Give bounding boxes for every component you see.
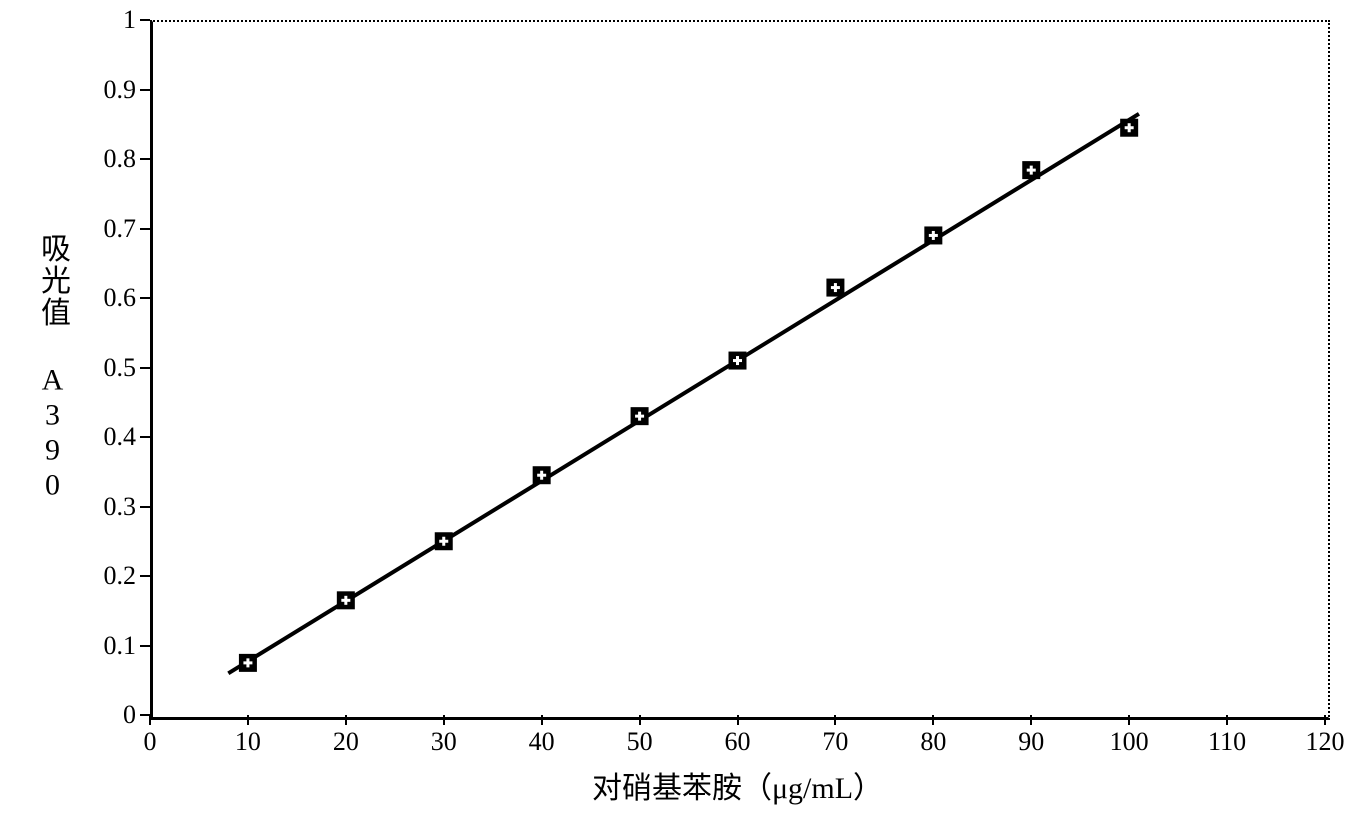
plot-svg	[0, 0, 1365, 840]
data-marker	[1022, 161, 1040, 179]
x-tick-label: 70	[822, 727, 848, 757]
data-marker	[1120, 119, 1138, 137]
y-tick	[140, 506, 150, 508]
data-marker	[337, 591, 355, 609]
y-tick-label: 0.6	[104, 283, 137, 313]
x-tick	[639, 715, 641, 725]
x-tick	[932, 715, 934, 725]
y-tick	[140, 89, 150, 91]
y-tick-label: 0.3	[104, 492, 137, 522]
y-tick	[140, 436, 150, 438]
x-tick-label: 60	[725, 727, 751, 757]
x-tick	[541, 715, 543, 725]
y-tick-label: 0.1	[104, 631, 137, 661]
x-tick	[1226, 715, 1228, 725]
y-tick	[140, 158, 150, 160]
y-tick	[140, 645, 150, 647]
data-marker	[435, 532, 453, 550]
y-tick-label: 0.4	[104, 422, 137, 452]
data-marker	[826, 279, 844, 297]
y-tick	[140, 367, 150, 369]
x-tick	[1324, 715, 1326, 725]
x-tick-label: 20	[333, 727, 359, 757]
data-marker	[239, 654, 257, 672]
x-tick-label: 40	[529, 727, 555, 757]
y-tick-label: 0.9	[104, 75, 137, 105]
x-tick-label: 110	[1208, 727, 1246, 757]
y-axis-label: 吸光值 A390	[30, 232, 74, 503]
data-marker	[533, 466, 551, 484]
x-tick-label: 50	[627, 727, 653, 757]
x-tick-label: 80	[920, 727, 946, 757]
x-axis-label: 对硝基苯胺（μg/mL）	[592, 763, 883, 807]
x-tick-label: 120	[1306, 727, 1345, 757]
chart-container: 吸光值 A390 对硝基苯胺（μg/mL） 010203040506070809…	[0, 0, 1365, 840]
y-tick-label: 0.8	[104, 144, 137, 174]
data-marker	[729, 352, 747, 370]
x-tick	[149, 715, 151, 725]
y-tick-label: 0.2	[104, 561, 137, 591]
x-tick	[737, 715, 739, 725]
x-tick	[1128, 715, 1130, 725]
x-tick	[834, 715, 836, 725]
data-marker	[924, 226, 942, 244]
x-tick-label: 0	[144, 727, 157, 757]
y-tick	[140, 714, 150, 716]
y-tick	[140, 297, 150, 299]
y-tick	[140, 19, 150, 21]
x-tick	[345, 715, 347, 725]
x-tick-label: 90	[1018, 727, 1044, 757]
y-tick-label: 0.7	[104, 214, 137, 244]
y-tick	[140, 228, 150, 230]
x-tick-label: 30	[431, 727, 457, 757]
regression-line	[228, 114, 1139, 673]
y-tick-label: 0.5	[104, 353, 137, 383]
y-tick	[140, 575, 150, 577]
x-tick-label: 100	[1110, 727, 1149, 757]
x-tick	[443, 715, 445, 725]
x-tick	[247, 715, 249, 725]
y-tick-label: 0	[123, 700, 136, 730]
x-tick-label: 10	[235, 727, 261, 757]
x-tick	[1030, 715, 1032, 725]
data-marker	[631, 407, 649, 425]
y-tick-label: 1	[123, 5, 136, 35]
